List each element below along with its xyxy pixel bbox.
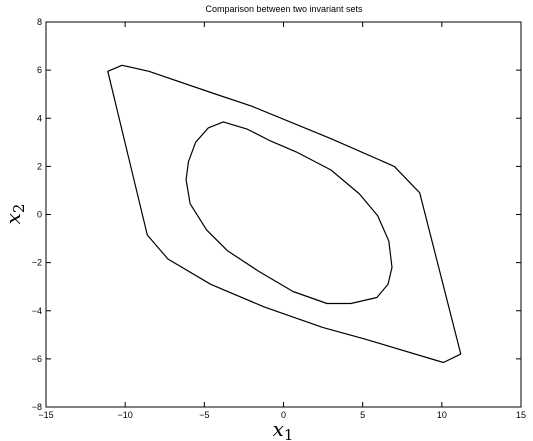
x-tick-label: 10 <box>437 410 447 420</box>
y-axis-label-sub: 2 <box>10 204 28 214</box>
x-tick-label: 15 <box>516 410 526 420</box>
y-axis-ticks: −8 −6 −4 −2 0 2 4 6 8 <box>32 17 521 412</box>
chart-title: Comparison between two invariant sets <box>205 4 363 14</box>
x-tick-label: −10 <box>118 410 133 420</box>
outer-invariant-set-curve <box>107 64 462 364</box>
x-tick-label: 5 <box>360 410 365 420</box>
y-tick-label: −6 <box>32 354 42 364</box>
y-tick-label: −4 <box>32 306 42 316</box>
x-axis-label-base: x <box>273 417 284 441</box>
y-tick-label: 4 <box>37 113 42 123</box>
y-tick-label: −8 <box>32 402 42 412</box>
plot-area <box>45 21 522 408</box>
y-axis-label: x2 <box>1 204 28 225</box>
inner-invariant-set-curve <box>185 121 393 305</box>
x-tick-label: −5 <box>199 410 209 420</box>
y-tick-label: 6 <box>37 65 42 75</box>
x-tick-label: −15 <box>38 410 53 420</box>
x-tick-label: 0 <box>281 410 286 420</box>
x-axis-label: x1 <box>273 417 294 441</box>
y-tick-label: −2 <box>32 258 42 268</box>
series-group <box>107 64 462 364</box>
x-axis-ticks: −15 −10 −5 0 5 10 15 <box>38 22 526 420</box>
y-tick-label: 0 <box>37 210 42 220</box>
y-tick-label: 8 <box>37 17 42 27</box>
y-tick-label: 2 <box>37 161 42 171</box>
y-axis-label-base: x <box>1 213 25 224</box>
x-axis-label-sub: 1 <box>284 426 294 441</box>
